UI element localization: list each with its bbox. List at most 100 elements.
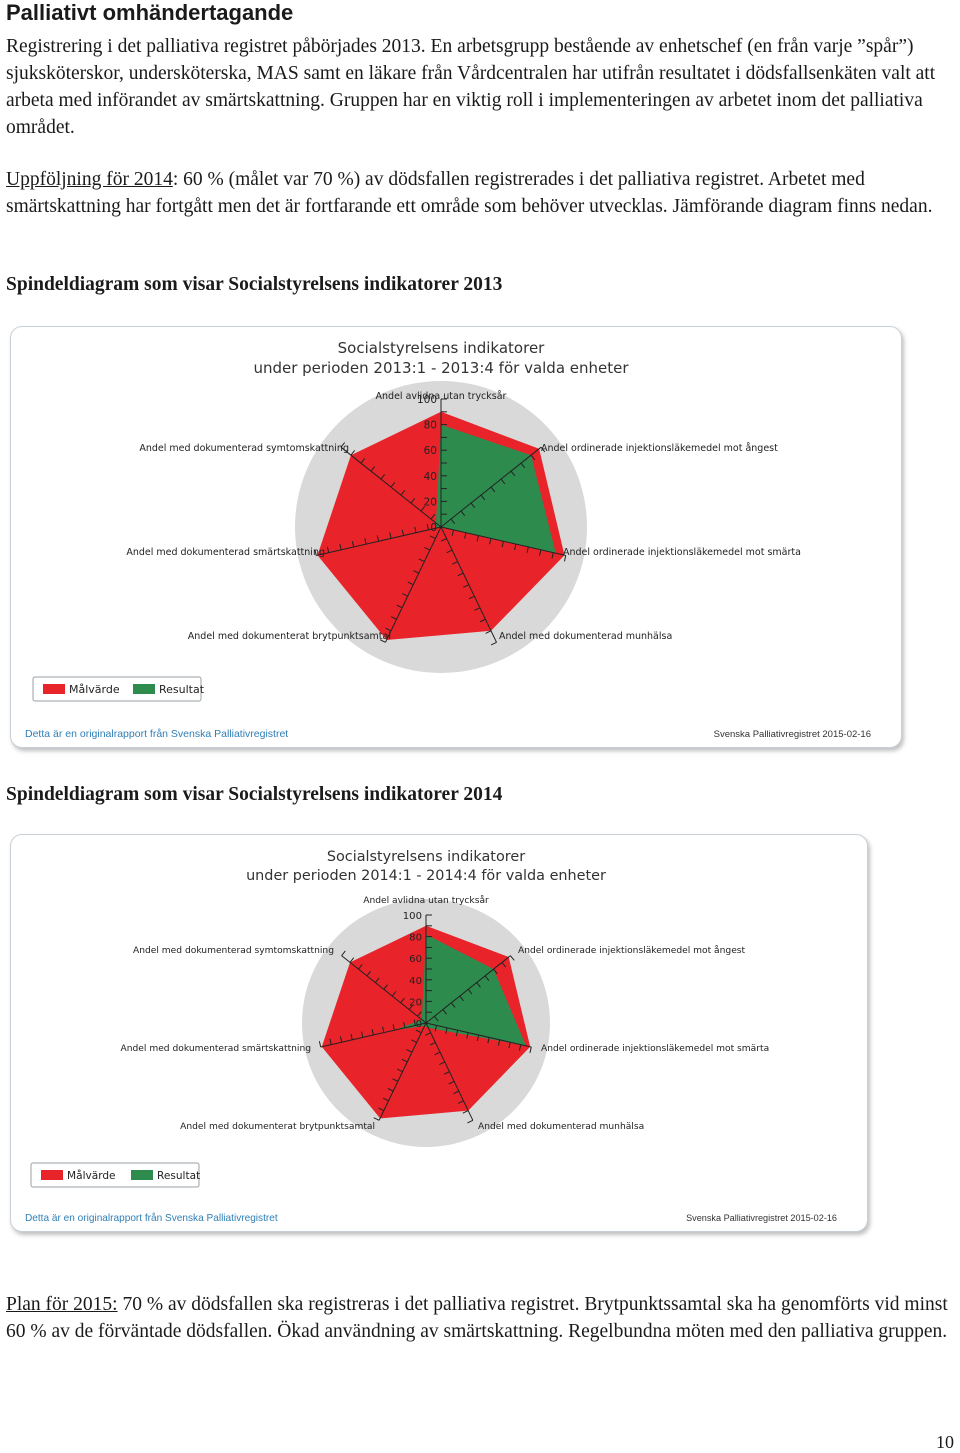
axis-tick xyxy=(417,1011,422,1017)
axis-spoke xyxy=(440,526,497,643)
axis-tick xyxy=(500,478,506,485)
axis-label: Andel med dokumenterad smärtskattning xyxy=(121,1044,312,1054)
axis-tick xyxy=(318,1041,322,1048)
axis-tick xyxy=(484,975,490,981)
axis-tick xyxy=(539,549,542,556)
axis-tick xyxy=(514,543,517,551)
axis-tick xyxy=(464,532,467,539)
axis-tick xyxy=(450,1002,456,1008)
axis-tick xyxy=(442,1009,448,1015)
axis-tick xyxy=(340,442,346,448)
axis-tick xyxy=(350,1033,353,1040)
axis-tick xyxy=(403,1021,406,1028)
axis-label: Andel ordinerade injektionsläkemedel mot… xyxy=(541,1044,769,1054)
axis-tick xyxy=(467,989,473,995)
axis-tick xyxy=(450,518,456,525)
axis-tick xyxy=(434,1051,441,1056)
axis-tick xyxy=(382,1026,385,1033)
intro-paragraph: Registrering i det palliativa registret … xyxy=(6,36,936,138)
axis-label: Andel med dokumenterad smärtskattning xyxy=(126,547,325,558)
axis-label: Andel med dokumenterat brytpunktsamtal xyxy=(188,631,391,642)
axis-tick xyxy=(392,1078,399,1082)
axis-tick xyxy=(487,1037,490,1044)
axis-spoke xyxy=(378,1022,427,1121)
axis-label: Andel med dokumenterad symtomskattning xyxy=(139,443,349,454)
axis-tick xyxy=(400,490,406,496)
axis-label: Andel ordinerade injektionsläkemedel mot… xyxy=(541,443,778,454)
legend-box xyxy=(32,676,202,702)
report-footer-date: Svenska Palliativregistret 2015-02-16 xyxy=(686,1213,837,1223)
axis-tick xyxy=(341,950,346,956)
legend-label: Resultat xyxy=(157,1170,200,1182)
legend-box xyxy=(30,1162,200,1188)
axis-tick xyxy=(385,627,392,632)
radar-chart-2013: Socialstyrelsens indikatorer under period… xyxy=(25,339,871,740)
axis-tick xyxy=(361,1031,364,1038)
tick-label: 80 xyxy=(409,933,422,944)
axis-tick xyxy=(402,593,408,597)
axis-tick xyxy=(462,1110,469,1114)
axis-tick xyxy=(452,561,458,565)
axis-tick xyxy=(406,1049,413,1053)
axis-tick xyxy=(414,526,417,533)
axis-tick xyxy=(392,1024,395,1031)
axis-tick xyxy=(418,558,425,563)
chart-title: Socialstyrelsens indikatorer xyxy=(327,849,525,865)
axis-tick xyxy=(373,1117,380,1121)
axis-tick xyxy=(563,555,567,562)
axis-tick xyxy=(401,529,405,536)
axis-tick xyxy=(370,466,376,472)
axis-tick xyxy=(382,1097,389,1102)
axis-tick xyxy=(476,982,481,988)
axis-tick xyxy=(396,604,403,609)
tick-label: 20 xyxy=(409,997,422,1008)
axis-tick xyxy=(376,535,380,542)
axis-tick xyxy=(429,1042,436,1046)
section-title-2014: Spindeldiagram som visar Socialstyrelsen… xyxy=(6,784,503,805)
axis-tick xyxy=(401,1058,408,1063)
chart-subtitle: under perioden 2013:1 - 2013:4 för valda… xyxy=(253,359,629,377)
axis-tick xyxy=(396,1068,403,1073)
axis-tick xyxy=(400,997,405,1004)
axis-tick xyxy=(455,1030,459,1037)
tick-label: 40 xyxy=(424,471,437,483)
axis-tick xyxy=(446,549,453,554)
axis-tick xyxy=(349,957,355,963)
axis-tick xyxy=(493,968,498,975)
axis-tick xyxy=(497,1039,501,1046)
axis-tick xyxy=(413,570,420,574)
axis-tick xyxy=(434,1025,438,1032)
tick-label: 0 xyxy=(416,1019,422,1030)
axis-label: Andel ordinerade injektionsläkemedel mot… xyxy=(518,945,746,956)
axis-tick xyxy=(350,450,356,456)
axis-tick xyxy=(453,1090,460,1095)
legend-swatch xyxy=(43,684,65,694)
report-footer-date: Svenska Palliativregistret 2015-02-16 xyxy=(714,729,871,740)
axis-tick xyxy=(390,482,396,488)
axis-tick xyxy=(430,514,436,520)
axis-tick xyxy=(551,552,554,559)
axis-tick xyxy=(490,641,497,646)
axis-tick xyxy=(448,1080,455,1085)
axis-tick xyxy=(415,1029,422,1034)
axis-tick xyxy=(351,540,355,548)
axis-tick xyxy=(426,523,430,530)
axis-tick xyxy=(380,474,386,480)
axis-tick xyxy=(443,1071,450,1075)
axis-tick xyxy=(383,984,388,990)
axis-label: Andel med dokumenterad symtomskattning xyxy=(133,946,334,956)
axis-tick xyxy=(379,639,386,643)
page-title: Palliativt omhändertagande xyxy=(6,0,294,25)
axis-tick xyxy=(510,470,516,477)
axis-tick xyxy=(389,532,392,539)
axis-tick xyxy=(326,546,330,553)
chart-frame-2014: Socialstyrelsens indikatorer under period… xyxy=(10,834,868,1232)
axis-tick xyxy=(387,1088,394,1092)
axis-tick xyxy=(408,1004,414,1010)
axis-tick xyxy=(470,502,476,509)
axis-label: Andel ordinerade injektionsläkemedel mot… xyxy=(563,547,801,558)
axis-tick xyxy=(374,977,380,983)
axis-label: Andel med dokumenterad munhälsa xyxy=(478,1122,644,1132)
axis-spoke xyxy=(340,446,442,528)
